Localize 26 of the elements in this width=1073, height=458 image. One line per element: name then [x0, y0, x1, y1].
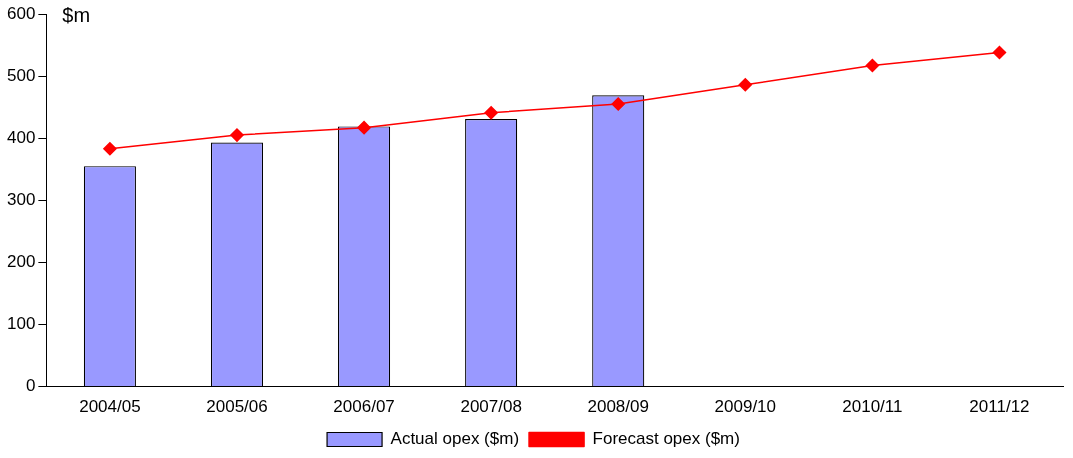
point: [738, 78, 753, 92]
x-tick-label: 2006/07: [333, 397, 395, 417]
x-tick-label: 2009/10: [714, 397, 777, 417]
legend-label: Actual opex ($m): [390, 429, 520, 449]
legend-label: Forecast opex ($m): [592, 429, 740, 449]
y-tick-label: 300: [6, 189, 36, 209]
point: [992, 45, 1007, 60]
point: [611, 97, 625, 111]
x-tick-label: 2004/05: [79, 397, 141, 417]
point: [865, 58, 880, 73]
point: [484, 105, 498, 120]
x-tick-label: 2010/11: [842, 397, 903, 417]
x-tick-label: 2008/09: [587, 397, 649, 417]
x-tick-label: 2011/12: [969, 397, 1030, 417]
y-tick-label: 400: [6, 127, 36, 147]
y-tick-label: 0: [25, 376, 36, 396]
point: [230, 128, 244, 142]
y-tick-label: 100: [6, 314, 36, 334]
x-tick-label: 2007/08: [460, 397, 522, 417]
point: [103, 142, 117, 156]
y-tick-label: 500: [6, 65, 36, 85]
y-tick-label: 600: [6, 3, 36, 23]
y-tick-label: 200: [6, 252, 36, 272]
point: [357, 120, 371, 135]
y-axis-title: $m: [62, 3, 91, 26]
x-tick-label: 2005/06: [206, 397, 268, 417]
